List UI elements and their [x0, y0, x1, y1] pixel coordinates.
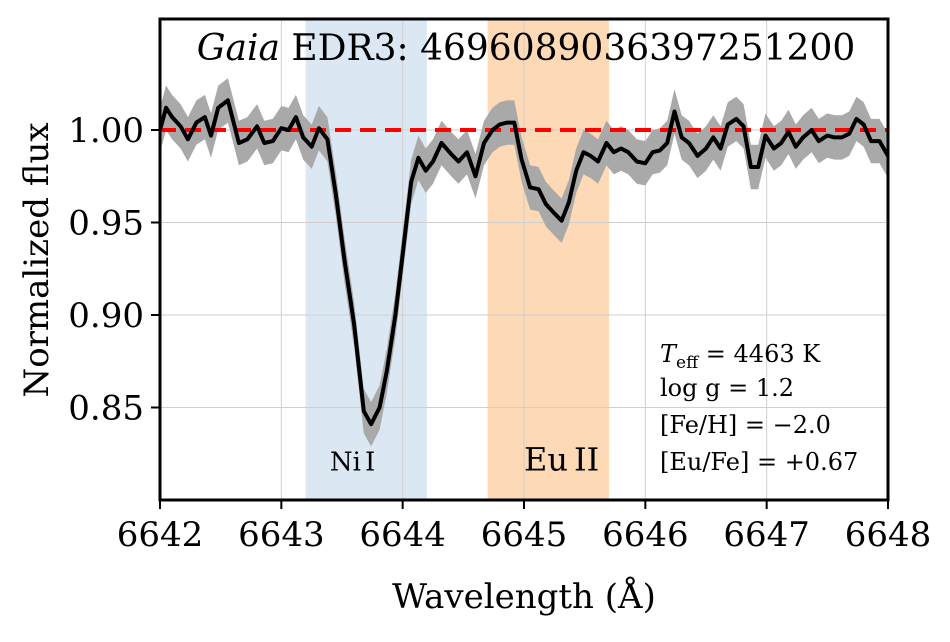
- x-axis-label: Wavelength (Å): [392, 576, 656, 617]
- y-tick-label-1.00: 1.00: [68, 111, 144, 151]
- y-tick-label-0.90: 0.90: [68, 296, 144, 336]
- teff-annotation: Teff = 4463 K: [660, 340, 821, 373]
- teff-subscript: eff: [676, 353, 700, 373]
- feh-annotation: [Fe/H] = −2.0: [660, 411, 831, 439]
- band-label-ni: Ni I: [330, 447, 375, 477]
- parameter-annotations: Teff = 4463 K log g = 1.2 [Fe/H] = −2.0 …: [660, 340, 858, 476]
- x-tick-label-6648: 6648: [845, 515, 932, 555]
- logg-annotation: log g = 1.2: [660, 374, 794, 402]
- y-tick-label-0.85: 0.85: [68, 389, 144, 429]
- x-tick-label-6647: 6647: [723, 515, 810, 555]
- band-ion-ni: I: [365, 447, 375, 477]
- chart-title: Gaia EDR3: 4696089036397251200: [197, 28, 856, 69]
- x-tick-label-6646: 6646: [602, 515, 689, 555]
- band-label-eu: Eu II: [524, 440, 599, 478]
- x-tick-label-6643: 6643: [238, 515, 325, 555]
- x-tick-label-6645: 6645: [481, 515, 568, 555]
- chart-title-rest: EDR3: 4696089036397251200: [280, 28, 855, 69]
- spectrum-line: [160, 98, 888, 427]
- eufe-annotation: [Eu/Fe] = +0.67: [660, 448, 858, 476]
- y-tick-label-0.95: 0.95: [68, 204, 144, 244]
- flux-uncertainty-band: [160, 78, 888, 447]
- band-eu-region: [487, 19, 609, 500]
- band-element-eu: Eu: [524, 440, 568, 478]
- chart-title-italic: Gaia: [197, 28, 280, 69]
- teff-value: = 4463 K: [698, 340, 821, 368]
- x-tick-label-6642: 6642: [117, 515, 204, 555]
- teff-symbol: T: [660, 340, 678, 368]
- x-tick-label-6644: 6644: [359, 515, 446, 555]
- y-axis-label: Normalized flux: [17, 122, 57, 397]
- band-ion-eu: II: [574, 440, 599, 478]
- band-element-ni: Ni: [330, 447, 361, 477]
